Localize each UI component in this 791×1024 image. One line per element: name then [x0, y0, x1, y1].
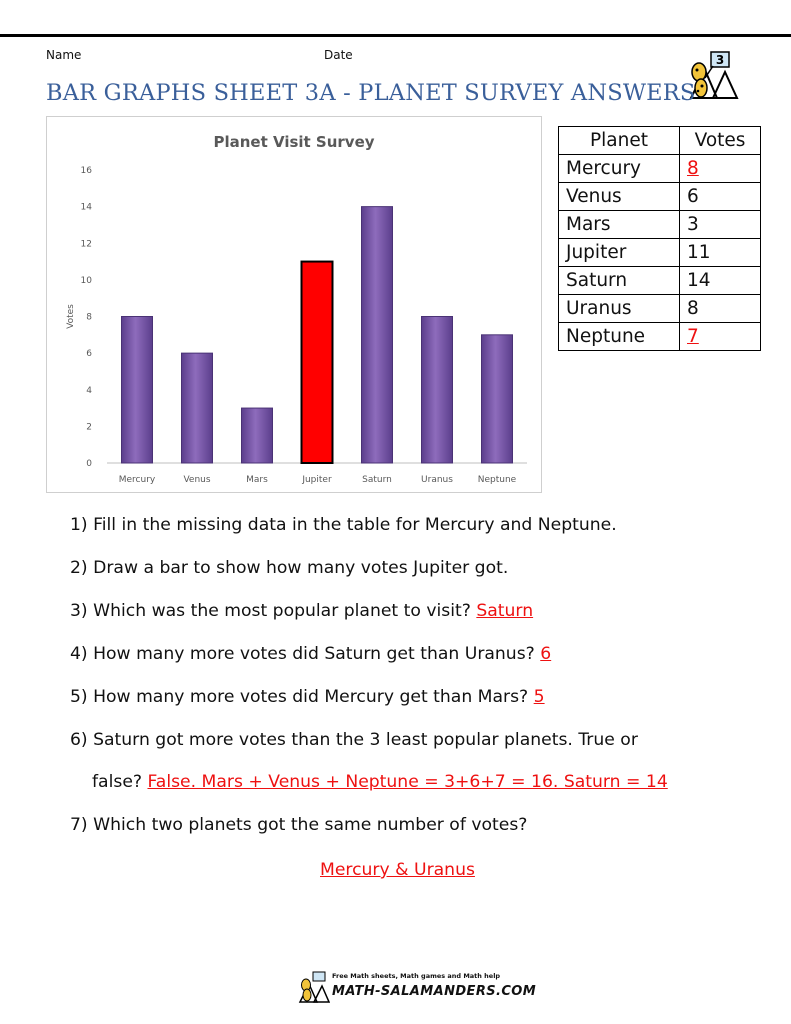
question-7: 7) Which two planets got the same number…	[70, 815, 527, 835]
table-votes-value: 3	[687, 214, 699, 235]
question-5: 5) How many more votes did Mercury get t…	[70, 687, 545, 707]
y-tick-label: 0	[86, 459, 92, 469]
votes-table: Planet Votes Mercury 8 Venus 6 Mars 3 Jupiter 1…	[558, 126, 761, 351]
bar-mercury	[121, 316, 153, 464]
table-votes-value: 6	[687, 186, 699, 207]
table-answer-votes: 7	[687, 326, 699, 347]
question-1: 1) Fill in the missing data in the table…	[70, 515, 617, 535]
y-tick-label: 10	[81, 276, 93, 286]
x-tick-label: Mercury	[119, 475, 156, 485]
table-cell-planet: Mercury	[558, 154, 680, 183]
table-cell-votes: 8	[679, 294, 761, 323]
y-tick-label: 14	[81, 203, 93, 213]
table-votes-value: 11	[687, 242, 711, 263]
header-votes: Votes	[679, 126, 761, 155]
chart-title: Planet Visit Survey	[213, 133, 374, 151]
bar-neptune	[481, 334, 513, 464]
table-cell-planet: Venus	[558, 182, 680, 211]
table-cell-planet: Jupiter	[558, 238, 680, 267]
table-votes-value: 8	[687, 298, 699, 319]
table-row: Jupiter 11	[558, 238, 761, 267]
footer-tagline: Free Math sheets, Math games and Math he…	[332, 972, 501, 980]
question-6-continued: false? False. Mars + Venus + Neptune = 3…	[92, 772, 668, 792]
question-5-text: 5) How many more votes did Mercury get t…	[70, 687, 529, 707]
question-6b-text: false?	[92, 772, 143, 792]
x-tick-label: Jupiter	[301, 475, 332, 485]
table-body: Mercury 8 Venus 6 Mars 3 Jupiter 11 Saturn 14 Uran…	[558, 154, 761, 351]
table-cell-planet: Uranus	[558, 294, 680, 323]
table-row: Neptune 7	[558, 322, 761, 351]
table-cell-votes: 8	[679, 154, 761, 183]
table-row: Venus 6	[558, 182, 761, 211]
question-3: 3) Which was the most popular planet to …	[70, 601, 533, 621]
table-row: Mercury 8	[558, 154, 761, 183]
y-tick-label: 12	[81, 239, 92, 249]
table-cell-planet: Saturn	[558, 266, 680, 295]
bar-uranus	[421, 316, 453, 464]
x-tick-label: Saturn	[362, 475, 392, 485]
question-1-text: 1) Fill in the missing data in the table…	[70, 515, 617, 535]
sheet-title: BAR GRAPHS SHEET 3A - PLANET SURVEY ANSW…	[46, 80, 696, 106]
logo-grade: 3	[716, 53, 724, 67]
name-label: Name	[46, 48, 82, 62]
x-tick-label: Mars	[246, 475, 268, 485]
table-votes-value: 14	[687, 270, 711, 291]
bar-chart: Planet Visit Survey Votes 0 2 4 6 8 10 12 14 16 Mer…	[66, 133, 527, 485]
y-tick-label: 4	[86, 386, 92, 396]
date-label: Date	[324, 48, 353, 62]
header-planet: Planet	[558, 126, 680, 155]
x-tick-label: Uranus	[421, 475, 453, 485]
top-rule	[0, 34, 791, 37]
question-2-text: 2) Draw a bar to show how many votes Jup…	[70, 558, 509, 578]
footer-logo-icon	[298, 971, 330, 1003]
question-6: 6) Saturn got more votes than the 3 leas…	[70, 730, 638, 750]
table-cell-votes: 7	[679, 322, 761, 351]
table-cell-planet: Mars	[558, 210, 680, 239]
table-row: Mars 3	[558, 210, 761, 239]
table-cell-planet: Neptune	[558, 322, 680, 351]
table-cell-votes: 11	[679, 238, 761, 267]
bar-mars	[241, 407, 273, 464]
answer-4: 6	[540, 644, 552, 664]
y-tick-label: 2	[86, 422, 92, 432]
table-cell-votes: 6	[679, 182, 761, 211]
y-tick-label: 8	[86, 313, 92, 323]
question-2: 2) Draw a bar to show how many votes Jup…	[70, 558, 508, 578]
bar-venus	[181, 352, 213, 464]
y-axis-label: Votes	[66, 304, 76, 329]
answer-7: Mercury & Uranus	[320, 860, 475, 880]
question-7-text: 7) Which two planets got the same number…	[70, 815, 528, 835]
question-4-text: 4) How many more votes did Saturn get th…	[70, 644, 535, 664]
bar-saturn	[361, 206, 393, 464]
chart-frame: Planet Visit Survey Votes 0 2 4 6 8 10 12 14 16 Mer…	[46, 116, 542, 493]
salamander-logo-icon: 3	[689, 51, 739, 99]
question-6-text: 6) Saturn got more votes than the 3 leas…	[70, 730, 638, 750]
answer-3: Saturn	[476, 601, 534, 621]
table-row: Saturn 14	[558, 266, 761, 295]
x-tick-label: Neptune	[478, 475, 517, 485]
x-tick-label: Venus	[183, 475, 210, 485]
question-3-text: 3) Which was the most popular planet to …	[70, 601, 471, 621]
table-cell-votes: 3	[679, 210, 761, 239]
answer-5: 5	[533, 687, 545, 707]
y-tick-label: 6	[86, 349, 92, 359]
bar-jupiter	[300, 260, 334, 464]
table-row: Uranus 8	[558, 294, 761, 323]
answer-6: False. Mars + Venus + Neptune = 3+6+7 = …	[147, 772, 668, 792]
footer: Free Math sheets, Math games and Math he…	[296, 970, 536, 1006]
question-4: 4) How many more votes did Saturn get th…	[70, 644, 551, 664]
y-tick-label: 16	[81, 166, 93, 176]
table-cell-votes: 14	[679, 266, 761, 295]
table-answer-votes: 8	[687, 158, 699, 179]
footer-site: MATH-SALAMANDERS.COM	[332, 984, 537, 999]
table-header-row: Planet Votes	[558, 126, 761, 155]
